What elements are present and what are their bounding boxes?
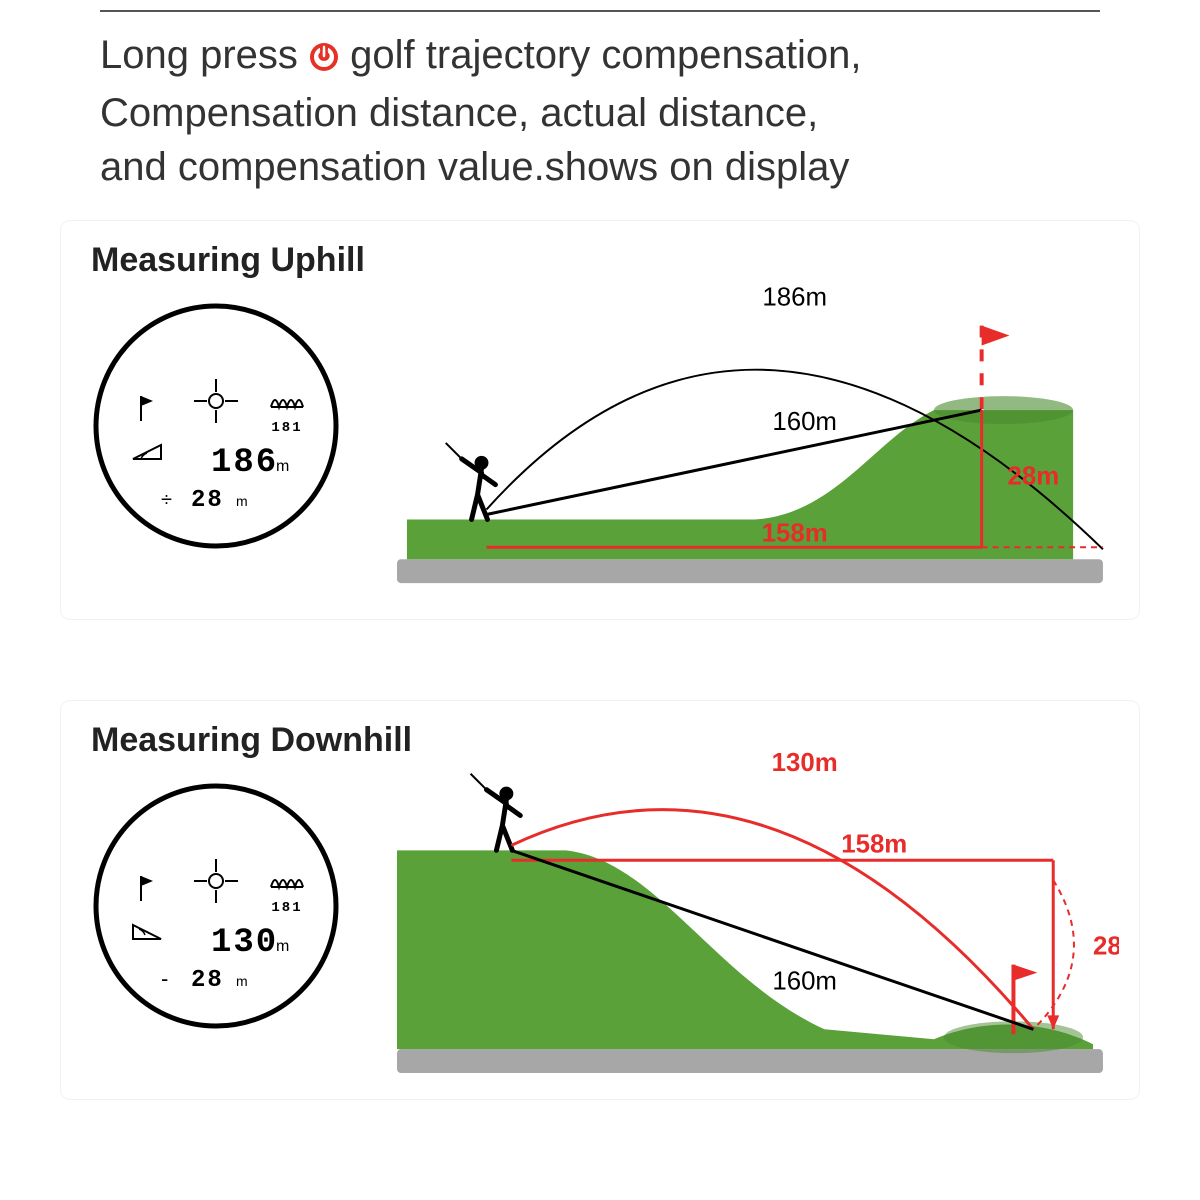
- scope-sub-unit: m: [236, 973, 248, 989]
- header-text: Long press golf trajectory compensation,…: [100, 28, 1100, 194]
- header-line2: Compensation distance, actual distance,: [100, 91, 818, 135]
- scope-tree-count: 181: [271, 420, 302, 436]
- scope-main-value: 130: [211, 924, 278, 962]
- arc-label: 186m: [762, 284, 827, 312]
- scene-downhill: 130m 158m 160m 28m: [371, 731, 1119, 1079]
- height-label: 28m: [1093, 933, 1119, 961]
- scope-sub-sign: -: [161, 966, 168, 991]
- scene-uphill: 186m 160m 158m 28m: [371, 251, 1119, 599]
- slope-label: 160m: [772, 408, 837, 436]
- scope-display-downhill: 181 130 m - 28 m: [91, 781, 341, 1031]
- scope-sub-sign: ÷: [161, 489, 172, 511]
- slope-label: 160m: [772, 968, 837, 996]
- scope-main-unit: m: [276, 938, 289, 955]
- scope-display-uphill: 181 186 m ÷ 28 m: [91, 301, 341, 551]
- scope-main-value: 186: [211, 444, 278, 482]
- height-label: 28m: [1007, 463, 1059, 491]
- header-line1-suffix: golf trajectory compensation,: [350, 33, 861, 77]
- header-line3: and compensation value.shows on display: [100, 145, 849, 189]
- panel-uphill: Measuring Uphill 181: [60, 220, 1140, 620]
- scope-sub-value: 28: [191, 967, 224, 994]
- horizontal-label: 158m: [762, 519, 828, 547]
- panel-title-downhill: Measuring Downhill: [91, 721, 412, 760]
- scope-sub-unit: m: [236, 493, 248, 509]
- golfer-icon: [471, 774, 521, 851]
- panel-title-uphill: Measuring Uphill: [91, 241, 365, 280]
- panel-downhill: Measuring Downhill 181: [60, 700, 1140, 1100]
- top-divider: [100, 10, 1100, 12]
- arc-label: 130m: [772, 749, 838, 777]
- scope-sub-value: 28: [191, 487, 224, 514]
- horizontal-label: 158m: [841, 830, 907, 858]
- scope-main-unit: m: [276, 458, 289, 475]
- header-line1-prefix: Long press: [100, 33, 298, 77]
- scope-tree-count: 181: [271, 900, 302, 916]
- power-button-icon: [309, 32, 339, 86]
